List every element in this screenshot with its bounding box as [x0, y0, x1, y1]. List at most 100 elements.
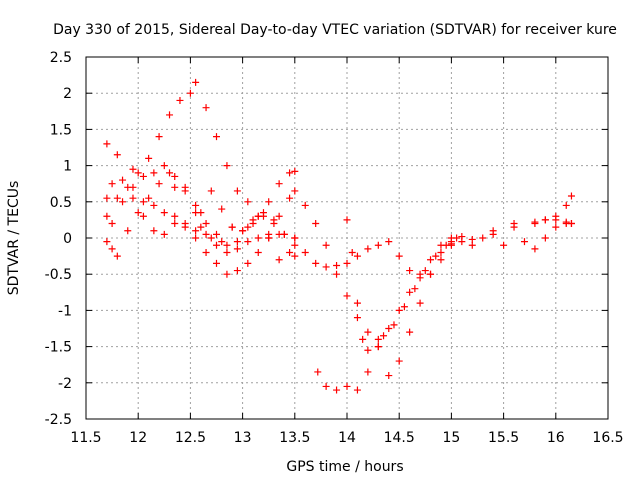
x-tick-label: 13.5 — [279, 430, 310, 446]
x-tick-label: 16.5 — [592, 430, 623, 446]
data-point — [374, 343, 382, 351]
data-point — [416, 299, 424, 307]
data-point — [103, 212, 111, 220]
data-point — [239, 227, 247, 235]
data-point — [291, 234, 299, 242]
data-point — [380, 332, 388, 340]
x-tick-label: 14.5 — [384, 430, 415, 446]
data-point — [139, 172, 147, 180]
x-tick-label: 16 — [547, 430, 565, 446]
data-point — [286, 194, 294, 202]
data-point — [213, 133, 220, 141]
series-track-b — [103, 78, 299, 264]
data-point — [150, 227, 158, 235]
data-point — [500, 241, 508, 249]
data-point — [333, 386, 341, 394]
data-point — [166, 111, 174, 119]
data-point — [333, 262, 341, 270]
data-point — [421, 267, 429, 275]
data-point — [348, 248, 356, 256]
data-point — [103, 238, 111, 246]
data-point — [400, 303, 408, 311]
data-point — [301, 201, 309, 209]
data-point — [275, 180, 283, 188]
data-point — [129, 165, 137, 173]
x-tick-label: 11.5 — [70, 430, 101, 446]
data-point — [479, 234, 487, 242]
data-point — [139, 212, 147, 220]
data-point — [218, 205, 226, 213]
data-point — [171, 220, 179, 228]
data-point — [291, 187, 299, 195]
data-point — [134, 169, 142, 177]
data-point — [233, 245, 241, 253]
data-point — [359, 335, 367, 343]
data-point — [207, 187, 215, 195]
data-point — [333, 270, 341, 278]
data-point — [427, 256, 435, 264]
data-point — [343, 292, 351, 300]
data-point — [275, 256, 283, 264]
data-point — [113, 151, 121, 159]
data-point — [108, 245, 116, 253]
data-point — [103, 194, 111, 202]
data-point — [202, 230, 210, 238]
series-track-h — [343, 216, 575, 380]
data-point — [145, 194, 153, 202]
data-point — [181, 187, 189, 195]
data-point — [385, 325, 393, 332]
data-point — [119, 176, 127, 184]
data-point — [416, 270, 424, 278]
data-point — [353, 386, 361, 394]
data-point — [223, 162, 231, 170]
series-track-f — [197, 187, 299, 249]
data-point — [265, 234, 273, 242]
x-tick-labels: 11.5 12 12.5 13 13.5 14 14.5 15 15.5 16 16.5 — [70, 430, 623, 446]
data-point — [275, 212, 283, 220]
data-point — [322, 382, 330, 390]
data-point — [567, 192, 575, 200]
data-point — [343, 259, 351, 267]
data-point — [562, 218, 570, 226]
data-point — [458, 238, 466, 246]
data-point — [385, 372, 393, 380]
y-tick-label: 0.5 — [50, 195, 72, 211]
data-point — [213, 259, 220, 267]
data-point — [108, 220, 116, 228]
data-point — [155, 133, 163, 141]
data-point — [343, 216, 351, 224]
data-point — [427, 270, 435, 278]
data-point — [265, 198, 273, 206]
data-point — [286, 169, 294, 177]
data-point — [176, 96, 184, 104]
data-point — [510, 220, 518, 228]
data-point — [207, 234, 215, 242]
axis-ticks — [85, 56, 609, 420]
data-point — [166, 169, 174, 177]
data-point — [489, 227, 497, 235]
data-point — [541, 234, 549, 242]
data-point — [192, 78, 200, 86]
data-point — [213, 230, 220, 238]
data-point — [233, 187, 241, 195]
data-point — [134, 209, 142, 217]
data-point — [411, 285, 419, 293]
data-point — [259, 212, 267, 220]
data-point — [171, 183, 179, 191]
data-point — [244, 198, 252, 206]
data-point — [364, 245, 372, 253]
data-point — [192, 201, 200, 209]
data-point — [520, 238, 528, 246]
chart-title: Day 330 of 2015, Sidereal Day-to-day VTE… — [53, 22, 617, 38]
x-tick-label: 13 — [234, 430, 252, 446]
data-point — [468, 241, 476, 249]
data-point — [301, 248, 309, 256]
data-point — [286, 248, 294, 256]
data-point — [312, 259, 320, 267]
data-point — [322, 241, 330, 249]
data-point — [322, 263, 330, 271]
y-tick-label: 0 — [63, 231, 72, 247]
series-track-d — [103, 176, 455, 282]
data-point — [541, 216, 549, 224]
